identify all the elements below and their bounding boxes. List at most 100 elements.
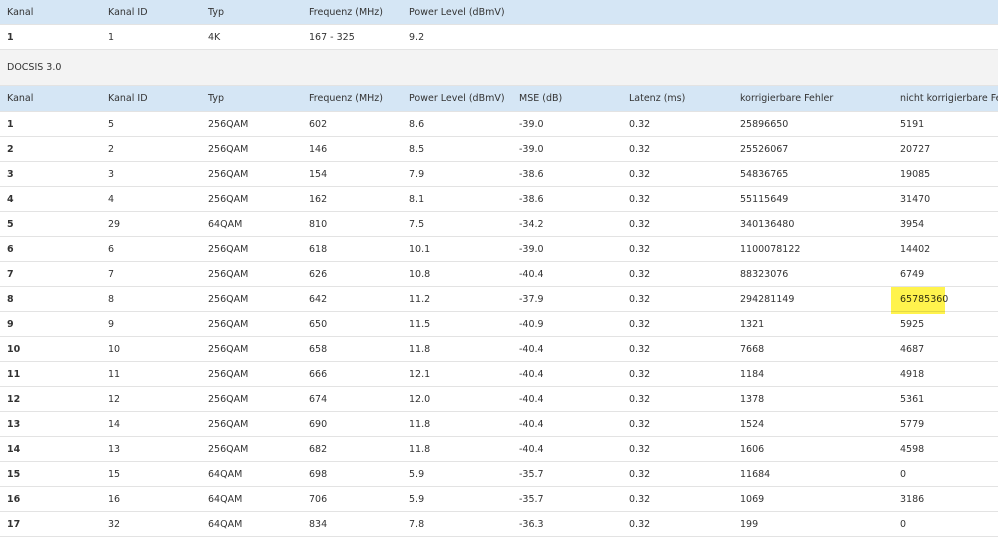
header-cell: Power Level (dBmV): [409, 93, 505, 104]
cell: 5: [108, 118, 115, 130]
cell: 31470: [900, 193, 931, 205]
cell: 167 - 325: [309, 31, 355, 43]
cell: 14: [108, 418, 121, 430]
cell: 0: [900, 518, 907, 530]
table-row: 1 1 4K 167 - 325 9.2: [0, 25, 998, 50]
cell: 0.32: [629, 368, 651, 380]
header-cell: Kanal: [7, 6, 34, 18]
cell: 3: [7, 168, 14, 180]
cell: 1184: [740, 368, 765, 380]
cell: 88323076: [740, 268, 789, 280]
cell: -40.9: [519, 318, 544, 330]
cell: 0.32: [629, 468, 651, 480]
cell: -36.3: [519, 518, 544, 530]
cell: 1378: [740, 393, 765, 405]
cell: 0: [900, 468, 907, 480]
header-cell: Typ: [208, 6, 224, 18]
header-row: Kanal Kanal ID Typ Frequenz (MHz) Power Leve…: [0, 86, 998, 112]
cell: 64QAM: [208, 468, 243, 480]
cell: -38.6: [519, 193, 544, 205]
cell: 20727: [900, 143, 931, 155]
header-cell: Kanal: [7, 93, 34, 104]
cell: 256QAM: [208, 143, 249, 155]
cell: 256QAM: [208, 293, 249, 305]
cell: 1069: [740, 493, 765, 505]
cell: -40.4: [519, 443, 544, 455]
cell: 0.32: [629, 443, 651, 455]
cell: 0.32: [629, 193, 651, 205]
cell: 810: [309, 218, 328, 230]
cell: 11.5: [409, 318, 431, 330]
cell: 3954: [900, 218, 925, 230]
cell: -40.4: [519, 343, 544, 355]
cell: 256QAM: [208, 393, 249, 405]
cell: 6: [7, 243, 14, 255]
cell: 294281149: [740, 293, 795, 305]
table-row: 16 16 64QAM 706 5.9 -35.7 0.32 1069 3186: [0, 487, 998, 512]
cell: 12: [108, 393, 121, 405]
cell: 6: [108, 243, 115, 255]
cell: 10: [7, 343, 21, 355]
table-row: 13 14 256QAM 690 11.8 -40.4 0.32 1524 5779: [0, 412, 998, 437]
header-cell: MSE (dB): [519, 93, 563, 104]
cell: 15: [7, 468, 21, 480]
cell: 4: [108, 193, 115, 205]
cell: -34.2: [519, 218, 544, 230]
cell: 618: [309, 243, 328, 255]
cell: 2: [108, 143, 115, 155]
table-row: 3 3 256QAM 154 7.9 -38.6 0.32 54836765 19085: [0, 162, 998, 187]
cell: 642: [309, 293, 328, 305]
cell: 9.2: [409, 31, 425, 43]
cell: 162: [309, 193, 328, 205]
cell: 0.32: [629, 418, 651, 430]
table-row: 12 12 256QAM 674 12.0 -40.4 0.32 1378 5361: [0, 387, 998, 412]
cell: 0.32: [629, 393, 651, 405]
cell: 9: [7, 318, 14, 330]
cell: 13: [108, 443, 121, 455]
cell: -39.0: [519, 243, 544, 255]
cell: 10.8: [409, 268, 431, 280]
cell: 256QAM: [208, 168, 249, 180]
cell: 15: [108, 468, 121, 480]
cell: 12.1: [409, 368, 431, 380]
cell: 25896650: [740, 118, 789, 130]
cell: -40.4: [519, 393, 544, 405]
cell: 690: [309, 418, 328, 430]
cell: -39.0: [519, 143, 544, 155]
cell: 256QAM: [208, 443, 249, 455]
table-row: 17 32 64QAM 834 7.8 -36.3 0.32 199 0: [0, 512, 998, 537]
cell: 602: [309, 118, 328, 130]
cell: 658: [309, 343, 328, 355]
section-row: DOCSIS 3.0: [0, 50, 998, 86]
cell: 4687: [900, 343, 925, 355]
cell: 666: [309, 368, 328, 380]
cell: 0.32: [629, 318, 651, 330]
cell: 0.32: [629, 143, 651, 155]
cell: 0.32: [629, 268, 651, 280]
cell: 32: [108, 518, 121, 530]
header-row: Kanal Kanal ID Typ Frequenz (MHz) Power Leve…: [0, 0, 998, 25]
table-row: 10 10 256QAM 658 11.8 -40.4 0.32 7668 4687: [0, 337, 998, 362]
cell: 7: [7, 268, 14, 280]
cell: 256QAM: [208, 343, 249, 355]
cell: 54836765: [740, 168, 789, 180]
cell: 256QAM: [208, 318, 249, 330]
cell: -40.4: [519, 368, 544, 380]
cell: 8.5: [409, 143, 425, 155]
cell: 14: [7, 443, 21, 455]
cell: 6749: [900, 268, 925, 280]
table-row: 4 4 256QAM 162 8.1 -38.6 0.32 55115649 31470: [0, 187, 998, 212]
cell: -40.4: [519, 418, 544, 430]
table-row: 11 11 256QAM 666 12.1 -40.4 0.32 1184 4918: [0, 362, 998, 387]
cell: 0.32: [629, 218, 651, 230]
cell: 256QAM: [208, 268, 249, 280]
cell: 0.32: [629, 118, 651, 130]
cell: -38.6: [519, 168, 544, 180]
cell: 10: [108, 343, 121, 355]
cell: 8.1: [409, 193, 425, 205]
cell: 0.32: [629, 493, 651, 505]
cell: 3: [108, 168, 115, 180]
cell: 0.32: [629, 343, 651, 355]
cell: 14402: [900, 243, 931, 255]
